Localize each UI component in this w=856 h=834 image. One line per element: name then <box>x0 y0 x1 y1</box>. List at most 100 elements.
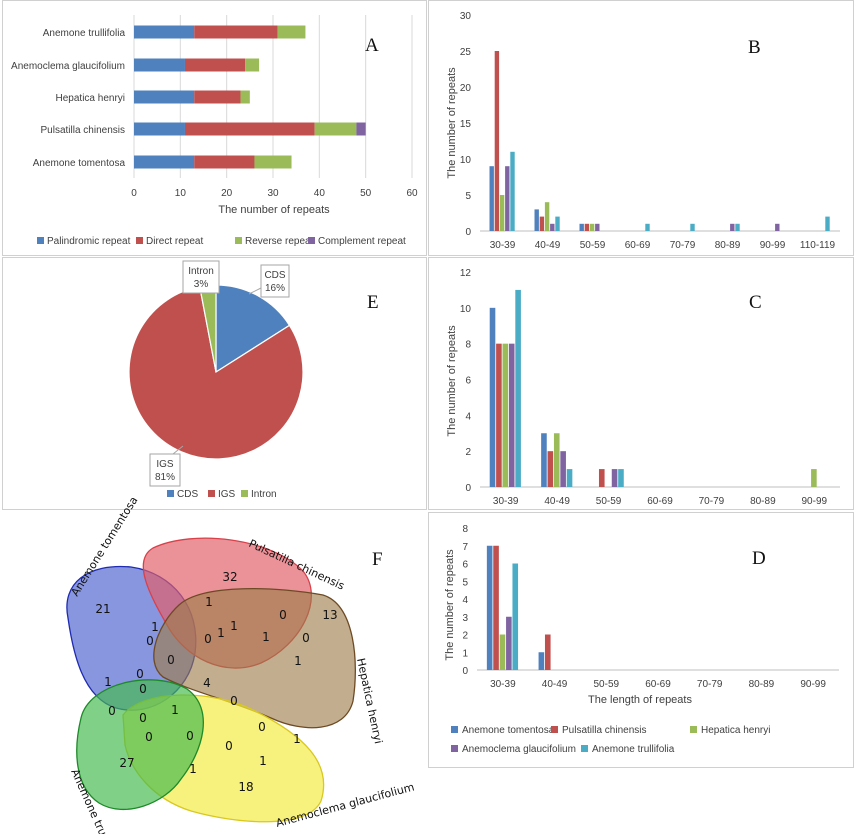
chart-a: Anemone trullifolia Anemoclema glaucifoli… <box>11 15 418 247</box>
chart-c-xtick: 90-99 <box>801 496 827 507</box>
panel-e-letter: E <box>367 292 379 313</box>
chart-b-ytick: 15 <box>460 119 472 130</box>
chart-c-xtick: 30-39 <box>493 496 519 507</box>
chart-a-bar <box>134 90 195 104</box>
chart-d-legend-swatch <box>551 726 558 733</box>
chart-a-bar <box>134 155 195 169</box>
venn-f-count: 21 <box>95 602 110 616</box>
chart-a-xlabel: The number of repeats <box>218 204 330 216</box>
chart-d-ytick: 8 <box>462 524 468 535</box>
panel-a: Anemone trullifolia Anemoclema glaucifoli… <box>2 0 427 256</box>
chart-b-bar <box>494 51 500 231</box>
chart-a-bar <box>134 58 185 72</box>
chart-a-xtick: 50 <box>360 188 372 199</box>
chart-a-xtick: 0 <box>131 188 137 199</box>
chart-a-legend-swatch <box>136 237 143 244</box>
chart-d-ytick: 1 <box>462 648 468 659</box>
chart-e-label-box <box>260 264 290 298</box>
chart-d-bar <box>506 616 512 670</box>
chart-a-bar <box>245 58 260 72</box>
panel-c-letter: C <box>749 292 762 313</box>
chart-b-bar <box>499 195 505 231</box>
chart-d-ytick: 4 <box>462 595 468 606</box>
chart-a-bar <box>194 90 241 104</box>
venn-f-count: 0 <box>186 729 194 743</box>
panel-f-letter: F <box>372 549 383 570</box>
chart-c-bar <box>496 343 502 487</box>
venn-f-set-3 <box>153 587 356 729</box>
chart-e-label-name: Intron <box>188 266 214 277</box>
chart-b-bar <box>690 223 695 231</box>
chart-b-xtick: 110-119 <box>800 240 836 251</box>
venn-f-count: 1 <box>230 619 238 633</box>
chart-d-legend-swatch <box>451 745 458 752</box>
chart-e-leader <box>248 287 262 295</box>
panel-b: 0 5 10 15 20 25 30 30-39 40-49 50-59 60-69 70-79 80… <box>428 0 854 256</box>
chart-d-legend-label: Hepatica henryi <box>701 725 770 736</box>
chart-e-label-value: 16% <box>265 283 285 294</box>
chart-b-bar <box>579 223 584 231</box>
chart-a-bar <box>254 155 292 169</box>
panel-b-letter: B <box>748 37 761 58</box>
chart-d-legend-label: Pulsatilla chinensis <box>562 725 647 736</box>
venn-f-count: 0 <box>230 694 238 708</box>
chart-b-xtick: 30-39 <box>490 240 516 251</box>
chart-b-ytick: 10 <box>460 155 472 166</box>
venn-f-count: 1 <box>205 595 213 609</box>
panel-c: 0 2 4 6 8 10 12 30-39 40-49 50-59 60-69 70-79 80-89… <box>428 257 854 510</box>
chart-d-xtick: 60-69 <box>645 679 671 690</box>
chart-d-xtick: 80-89 <box>749 679 775 690</box>
chart-b-ytick: 30 <box>460 11 472 22</box>
venn-f: Anemone tomentosa Pulsatilla chinensisHep… <box>66 494 416 834</box>
chart-a-bar <box>240 90 250 104</box>
chart-a-xtick: 20 <box>221 188 233 199</box>
venn-f-count: 0 <box>145 730 153 744</box>
venn-f-count: 1 <box>189 762 197 776</box>
chart-a-legend-label: Complement repeat <box>318 236 406 247</box>
chart-c-xtick: 80-89 <box>750 496 776 507</box>
chart-c-bar <box>811 469 817 487</box>
panel-e: E CDS 16% IGS 81% Intron 3% CDS IGS Intron <box>2 257 427 510</box>
chart-b-bar <box>510 151 515 231</box>
chart-e-label-name: CDS <box>264 270 285 281</box>
chart-b-bar <box>505 166 510 231</box>
chart-b-bar <box>589 223 595 231</box>
chart-a-legend-swatch <box>308 237 315 244</box>
panel-d-letter: D <box>752 548 766 569</box>
venn-f-count: 13 <box>322 608 337 622</box>
chart-c-xtick: 50-59 <box>596 496 622 507</box>
chart-e-leader <box>172 445 184 455</box>
chart-b-ytick: 0 <box>465 227 471 238</box>
chart-b-xtick: 80-89 <box>715 240 741 251</box>
chart-e-label-value: 81% <box>155 472 175 483</box>
chart-c-ytick: 8 <box>465 340 471 351</box>
chart-a-bar <box>184 122 315 136</box>
chart-e-legend-swatch <box>241 490 248 497</box>
panel-a-letter: A <box>365 35 379 56</box>
chart-a-category: Pulsatilla chinensis <box>41 125 126 136</box>
chart-b-bar <box>544 202 550 231</box>
chart-e-label-value: 3% <box>194 279 209 290</box>
chart-a-category: Hepatica henryi <box>56 93 125 104</box>
chart-b-xtick: 60-69 <box>625 240 651 251</box>
chart-a-legend-label: Direct repeat <box>146 236 203 247</box>
chart-d-xtick: 40-49 <box>542 679 568 690</box>
chart-e-slice <box>215 284 291 374</box>
chart-d-legend-swatch <box>451 726 458 733</box>
chart-a-xtick: 60 <box>406 188 418 199</box>
chart-d-bar <box>512 563 519 670</box>
chart-c-bar <box>502 343 509 487</box>
venn-f-count: 1 <box>151 620 159 634</box>
chart-b: 0 5 10 15 20 25 30 30-39 40-49 50-59 60-69 70-79 80… <box>446 11 840 251</box>
chart-b-ytick: 20 <box>460 83 472 94</box>
chart-c-bar <box>515 289 521 487</box>
chart-a-xtick: 30 <box>267 188 279 199</box>
chart-b-xtick: 40-49 <box>535 240 561 251</box>
chart-d-xtick: 50-59 <box>593 679 619 690</box>
chart-d-xtick: 30-39 <box>490 679 516 690</box>
chart-b-bar <box>645 223 650 231</box>
venn-f-count: 1 <box>293 732 301 746</box>
chart-c-bar <box>560 451 566 487</box>
chart-a-category: Anemone tomentosa <box>33 158 126 169</box>
chart-c-bar <box>508 343 515 487</box>
